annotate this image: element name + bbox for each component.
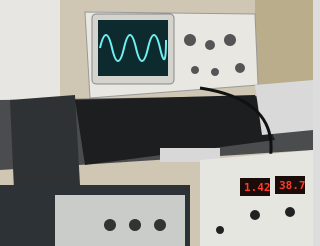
instrument-panel <box>55 195 185 246</box>
display-reading: 38.7 <box>279 179 306 192</box>
power-supply <box>255 80 313 135</box>
display-reading: 1.42 <box>244 181 271 194</box>
photo-scene: 1.42 38.7 <box>0 0 313 246</box>
window-light <box>0 0 60 100</box>
page: 1.42 38.7 (() => { const data = JSON.par… <box>0 0 320 246</box>
brick-wall <box>255 0 313 85</box>
screen <box>98 20 168 76</box>
panel-knobs <box>104 219 166 231</box>
left-box <box>10 95 80 190</box>
